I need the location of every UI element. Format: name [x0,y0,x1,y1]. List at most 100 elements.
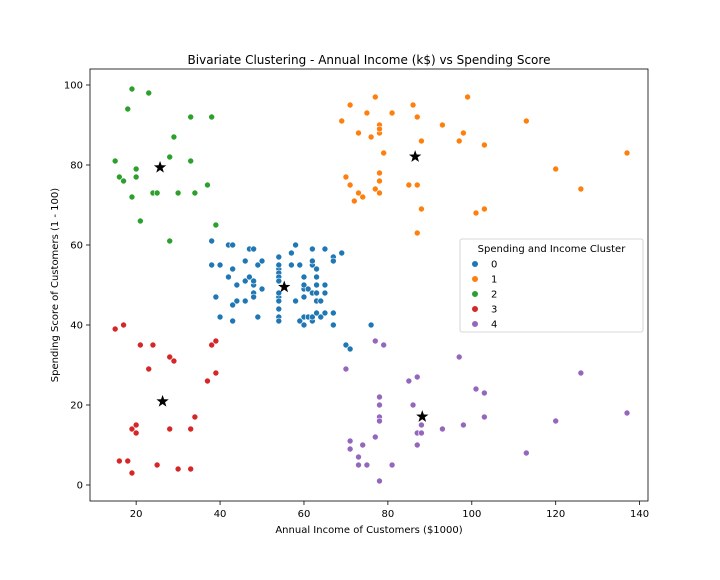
data-point [296,261,304,269]
data-point [376,477,383,485]
data-point [191,413,199,421]
data-point [116,457,123,465]
data-point [313,309,320,317]
data-point [371,337,379,345]
data-point [187,157,194,165]
data-point [346,437,354,445]
data-point [300,273,308,281]
data-point [623,149,631,157]
data-point [376,169,383,177]
data-point [413,229,421,237]
data-point [313,265,320,273]
data-point [313,281,320,289]
data-point [216,313,224,321]
data-point [523,449,530,457]
data-point [405,377,413,385]
data-point [472,385,480,393]
data-point [472,209,480,217]
data-point [145,89,153,97]
data-point [208,237,215,245]
data-point [132,165,140,173]
data-point [153,189,161,197]
data-point [187,465,194,473]
data-point [300,281,308,289]
data-point [275,289,283,297]
data-point [577,185,585,193]
data-point [275,253,283,261]
data-point [338,117,346,125]
centroid-star-marker [408,150,422,162]
legend-label: 3 [491,305,497,316]
data-point [187,425,194,433]
data-point [229,317,236,325]
data-point [552,165,559,173]
centroid-star-marker [153,160,167,173]
series-0 [208,237,375,353]
data-point [355,453,362,461]
data-point [413,441,421,449]
data-point [371,433,379,441]
data-point [300,293,308,301]
data-point [275,261,283,269]
data-point [128,469,136,477]
centroid-star-marker [416,410,429,422]
data-point [338,249,346,257]
data-point [330,257,337,265]
data-point [137,341,144,349]
data-point [455,137,463,145]
data-point [460,129,467,137]
data-point [254,261,262,269]
data-point [124,105,132,113]
data-point [145,365,153,373]
data-point [208,341,215,349]
data-point [376,189,383,197]
data-point [380,341,387,349]
data-point [351,197,358,205]
data-point [380,149,387,157]
data-point [212,369,220,377]
data-point [120,321,127,329]
data-point [439,121,446,129]
data-point [275,305,283,313]
data-point [388,109,396,117]
centroid-star-marker [278,280,291,293]
data-point [552,417,559,425]
data-point [342,341,350,349]
centroid-star-marker [156,394,169,407]
data-point [313,273,320,281]
data-point [418,137,425,145]
data-point [187,113,194,121]
data-point [346,181,354,189]
plot-frame [89,68,649,502]
legend-marker [471,275,479,283]
data-point [111,157,119,165]
data-point [258,257,266,265]
data-point [317,297,325,305]
data-point [149,341,157,349]
data-point [250,293,257,301]
data-point [212,293,220,301]
data-point [204,377,211,385]
centroids [153,150,429,422]
data-point [413,113,421,121]
legend-marker [471,290,479,298]
data-point [166,153,174,161]
data-point [376,417,383,425]
data-point [241,277,249,285]
data-point [137,217,144,225]
data-point [174,465,182,473]
y-tick-label: 80 [70,161,83,172]
data-point [170,357,178,365]
x-tick-label: 60 [298,509,311,520]
x-tick-label: 140 [630,509,649,520]
data-point [481,205,488,213]
data-point [481,141,488,149]
data-point [212,337,220,345]
data-point [313,289,320,297]
data-point [346,101,354,109]
data-point [346,445,354,453]
data-point [229,241,236,249]
data-point [288,249,295,257]
